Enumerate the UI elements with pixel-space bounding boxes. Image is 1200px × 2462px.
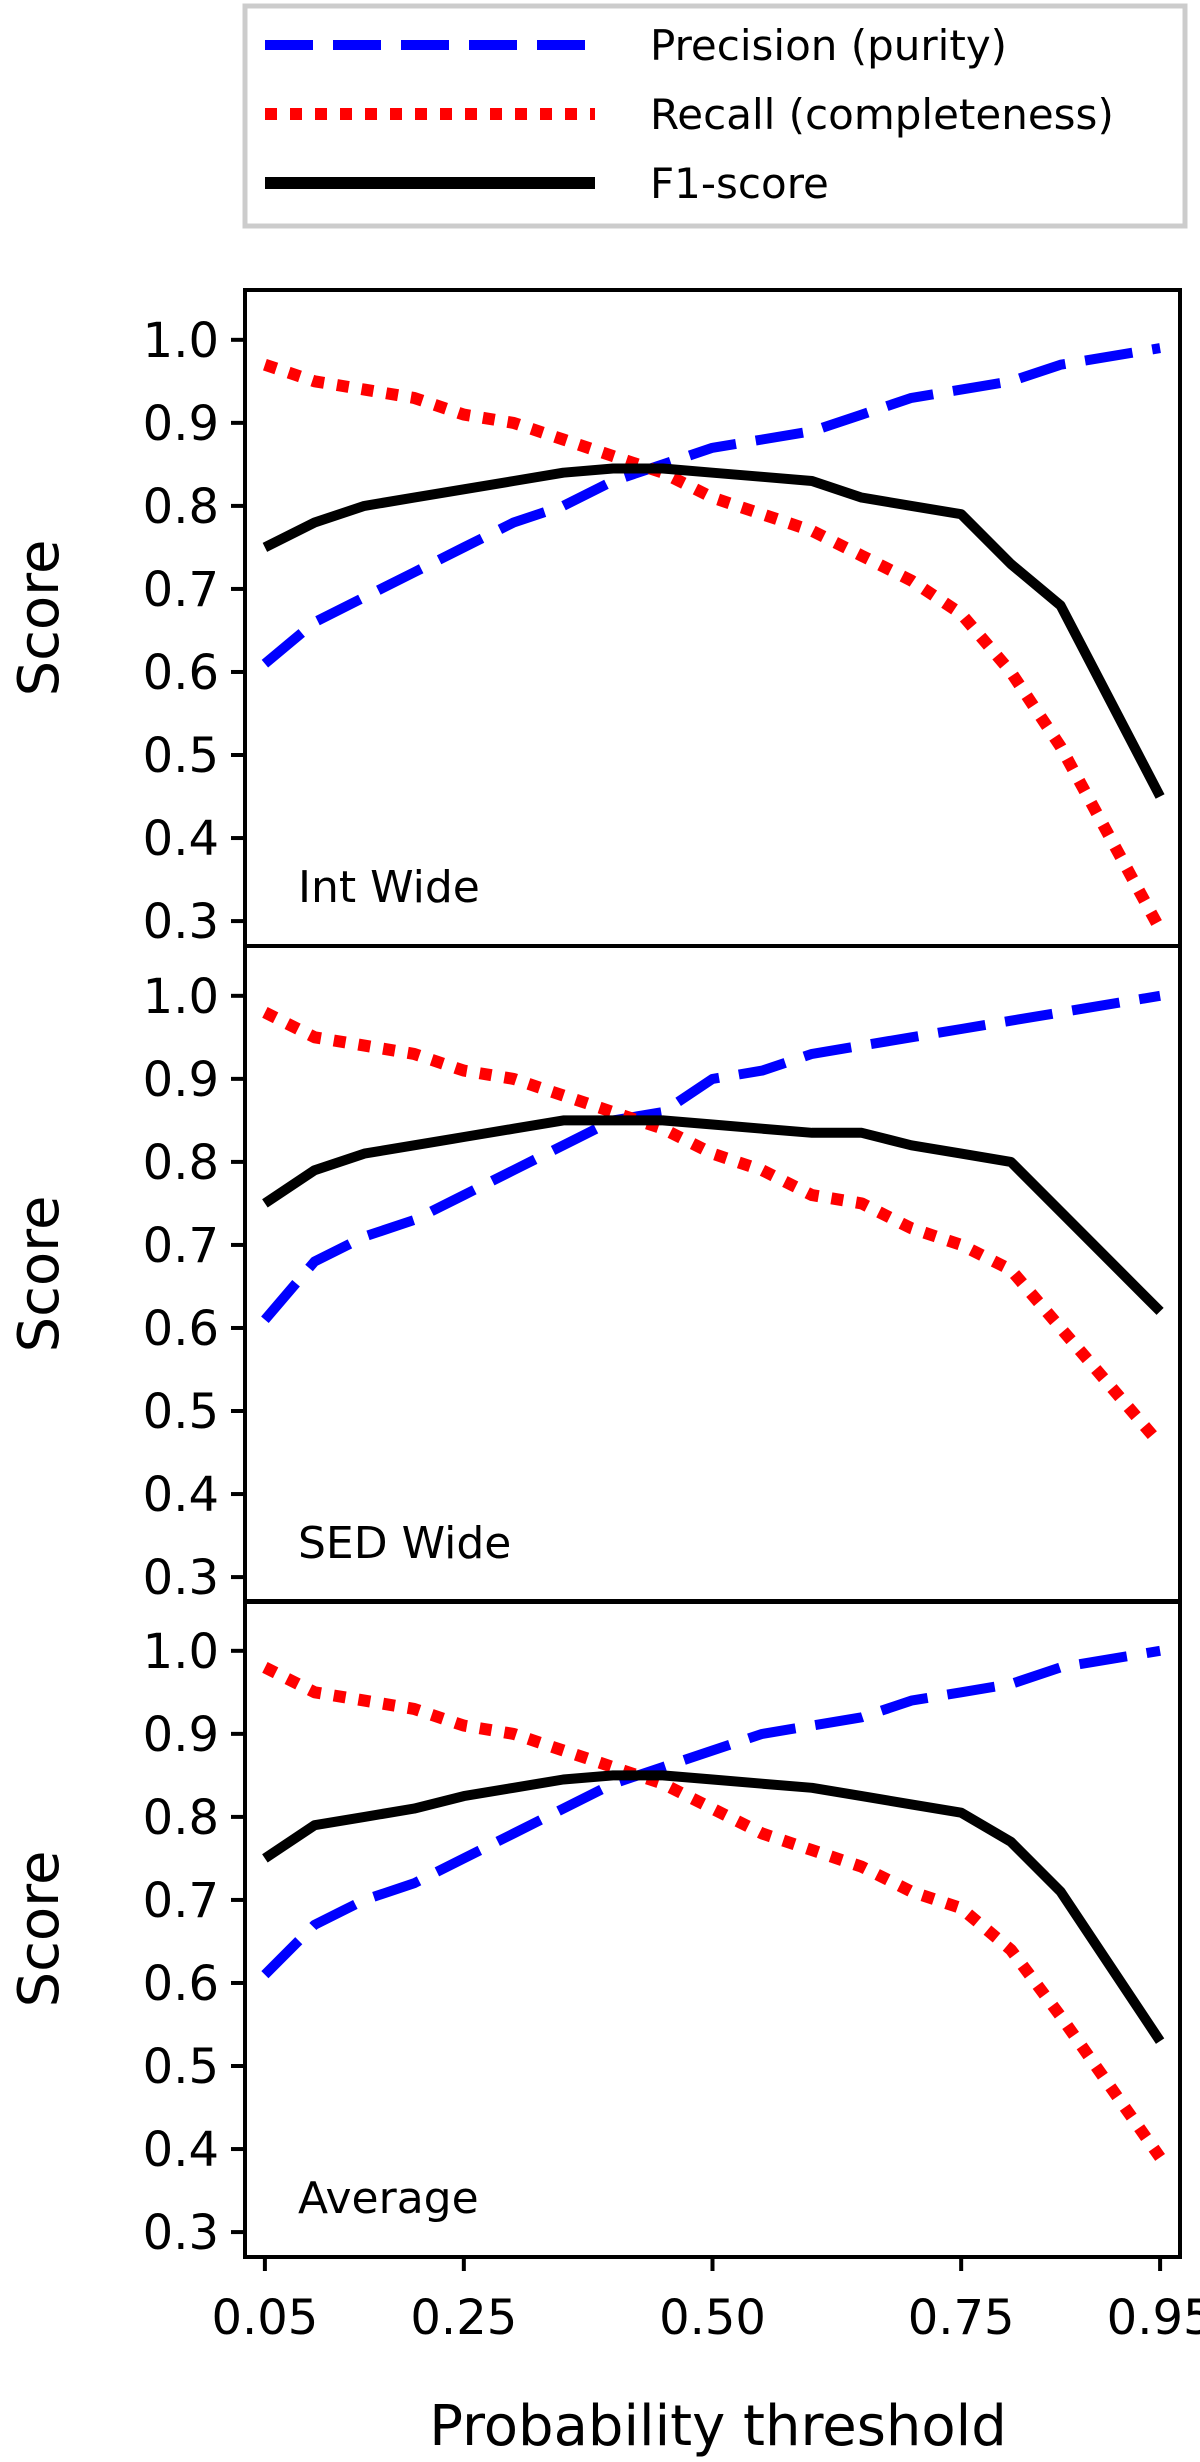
x-axis-title: Probability threshold — [429, 2394, 1007, 2459]
y-tick-label: 0.4 — [143, 2122, 219, 2178]
y-tick-label: 1.0 — [143, 313, 219, 369]
legend-label-precision: Precision (purity) — [650, 21, 1007, 70]
panel-frame — [243, 288, 1182, 948]
y-tick-label: 0.3 — [143, 2205, 219, 2261]
legend: Precision (purity) Recall (completeness)… — [242, 3, 1188, 229]
y-tick-label: 0.5 — [143, 728, 219, 784]
x-tick-label: 0.25 — [410, 2290, 517, 2346]
y-tick-label: 0.8 — [143, 479, 219, 535]
series-line-precision-purity — [261, 1645, 1161, 1979]
x-axis: 0.05 0.25 0.50 0.75 0.95 — [211, 2257, 1200, 2346]
y-tick-label: 0.7 — [143, 1218, 219, 1274]
y-tick-label: 0.9 — [143, 1052, 219, 1108]
series-line-precision-purity — [261, 343, 1161, 668]
y-axis-title: Score — [7, 1196, 72, 1353]
y-tick-label: 0.3 — [143, 1550, 219, 1606]
y-tick-label: 0.5 — [143, 1384, 219, 1440]
y-tick-label: 0.9 — [143, 396, 219, 452]
legend-label-recall: Recall (completeness) — [650, 90, 1114, 139]
panel-label: Int Wide — [298, 862, 480, 913]
y-tick-label: 0.7 — [143, 1873, 219, 1929]
panel-label: Average — [298, 2173, 479, 2224]
y-axis-title: Score — [7, 540, 72, 697]
y-tick-label: 1.0 — [143, 969, 219, 1025]
y-tick-label: 0.3 — [143, 894, 219, 950]
y-tick-label: 0.9 — [143, 1707, 219, 1763]
y-tick-label: 0.4 — [143, 1467, 219, 1523]
panel-average: 0.3 0.4 0.5 0.6 0.7 0.8 0.9 1.0 Score Average — [7, 1599, 1182, 2261]
y-tick-label: 1.0 — [143, 1624, 219, 1680]
series-line-recall-completeness — [262, 1662, 1166, 2161]
legend-label-f1: F1-score — [650, 159, 829, 208]
series-line-f1-score — [262, 1115, 1164, 1315]
x-tick-label: 0.50 — [659, 2290, 766, 2346]
series-line-precision-purity — [261, 990, 1161, 1323]
y-axis-title: Score — [7, 1851, 72, 2008]
x-tick-label: 0.75 — [908, 2290, 1015, 2346]
series-line-recall-completeness — [262, 359, 1166, 933]
y-tick-label: 0.4 — [143, 811, 219, 867]
panel-sed-wide: 0.3 0.4 0.5 0.6 0.7 0.8 0.9 1.0 Score SED Wide — [7, 944, 1182, 1606]
y-tick-label: 0.6 — [143, 645, 219, 701]
y-tick-label: 0.6 — [143, 1956, 219, 2012]
y-tick-label: 0.7 — [143, 562, 219, 618]
y-tick-label: 0.8 — [143, 1790, 219, 1846]
series-line-f1-score — [262, 463, 1165, 799]
series-line-f1-score — [262, 1770, 1165, 2044]
x-tick-label: 0.05 — [211, 2290, 318, 2346]
y-tick-label: 0.5 — [143, 2039, 219, 2095]
y-tick-label: 0.8 — [143, 1135, 219, 1191]
x-tick-label: 0.95 — [1107, 2290, 1200, 2346]
y-tick-label: 0.6 — [143, 1301, 219, 1357]
panel-int-wide: 0.3 0.4 0.5 0.6 0.7 0.8 0.9 1.0 Score Int Wide — [7, 288, 1182, 950]
panel-label: SED Wide — [298, 1518, 511, 1569]
